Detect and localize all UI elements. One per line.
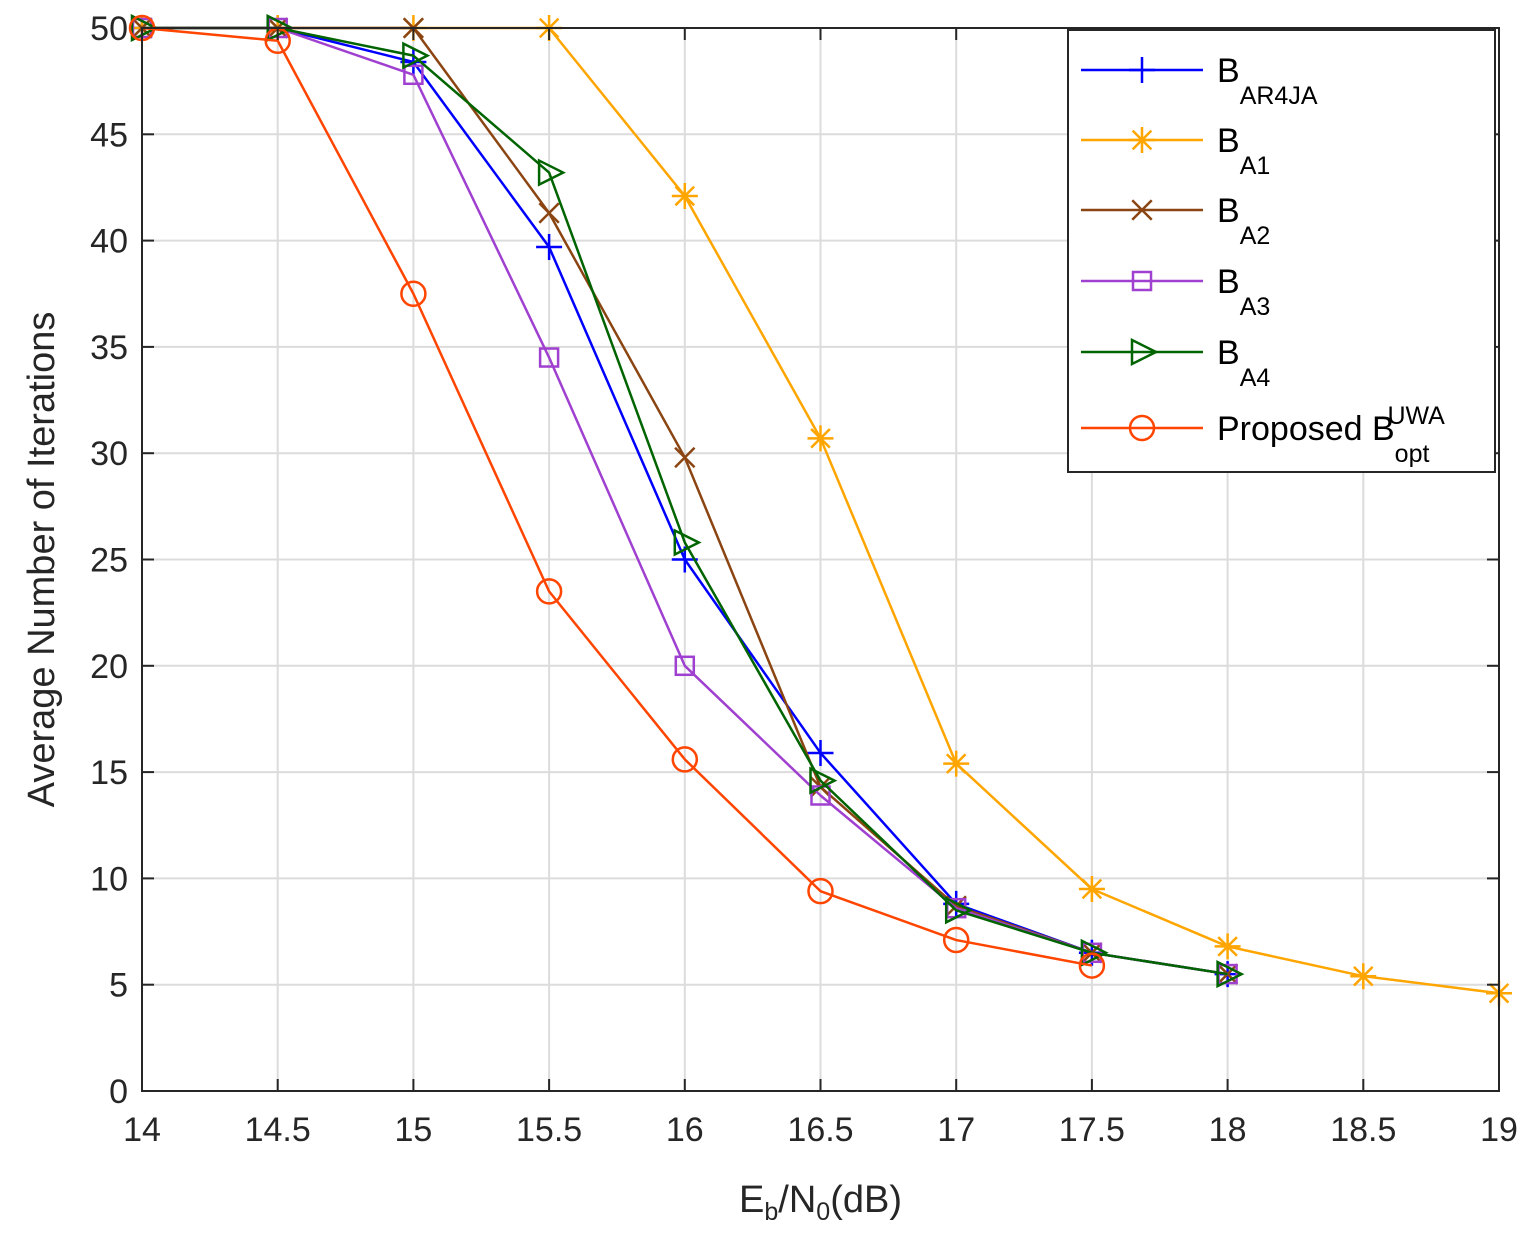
legend-item-5: BA4 (1081, 334, 1270, 392)
data-point (537, 158, 566, 187)
data-point (942, 926, 970, 954)
legend-item-4: BA3 (1081, 263, 1270, 321)
y-tick-label: 0 (109, 1073, 128, 1111)
series-line (141, 26, 1093, 967)
x-tick-label: 17 (937, 1111, 975, 1149)
legend-marker (1129, 127, 1155, 153)
data-point (538, 347, 560, 368)
data-point (536, 233, 563, 260)
y-tick-label: 25 (90, 542, 128, 580)
legend: BAR4JA BA1 BA2 BA3 BA4 Proposed BoptUWA (1067, 29, 1496, 473)
y-tick-label: 20 (90, 648, 128, 686)
y-tick-label: 50 (90, 10, 128, 48)
legend-item-2: BA1 (1081, 122, 1270, 180)
legend-item-1: BAR4JA (1081, 52, 1318, 110)
data-point (1078, 876, 1105, 903)
legend-label: BA4 (1217, 334, 1270, 392)
legend-label: BA2 (1217, 192, 1270, 250)
legend-marker (1129, 57, 1155, 83)
legend-marker (1130, 337, 1159, 367)
data-point (1078, 952, 1106, 979)
x-tick-label: 15.5 (516, 1111, 582, 1149)
data-point (400, 280, 427, 307)
y-tick-label: 45 (90, 116, 128, 154)
legend-marker (1128, 414, 1156, 442)
y-tick-label: 35 (90, 329, 128, 367)
x-tick-label: 16 (666, 1111, 704, 1149)
x-tick-label: 19 (1480, 1111, 1518, 1149)
data-point (943, 750, 970, 777)
legend-label: Proposed BoptUWA (1217, 402, 1445, 468)
x-tick-label: 18.5 (1330, 1111, 1396, 1149)
series-6 (128, 14, 1106, 979)
y-tick-label: 40 (90, 223, 128, 261)
legend-box (1067, 29, 1496, 473)
data-point (1216, 960, 1245, 989)
data-point (944, 896, 973, 925)
y-tick-label: 5 (109, 967, 128, 1005)
data-point (807, 739, 834, 766)
x-tick-label: 16.5 (787, 1111, 853, 1149)
series-5 (130, 13, 1245, 989)
x-tick-label: 18 (1209, 1111, 1247, 1149)
legend-marker (1131, 199, 1153, 221)
tick-layer: 14 14.5 15 15.5 16 16.5 17 17.5 18 18.5 19 0 5 10 15 20… (90, 10, 1518, 1149)
legend-label: BA1 (1217, 122, 1270, 180)
x-tick-label: 17.5 (1059, 1111, 1125, 1149)
data-point (403, 64, 424, 86)
x-tick-label: 14 (123, 1111, 161, 1149)
data-point (809, 766, 838, 795)
legend-item-6: Proposed BoptUWA (1081, 402, 1445, 468)
legend-marker (1131, 270, 1153, 292)
legend-label: BA3 (1217, 263, 1270, 321)
data-point (671, 746, 699, 773)
y-tick-label: 15 (90, 754, 128, 792)
data-point (1350, 963, 1377, 990)
data-point (807, 877, 834, 905)
data-point (671, 182, 698, 209)
y-axis-label: Average Number of Iterations (21, 312, 63, 808)
legend-label: BAR4JA (1217, 52, 1318, 110)
data-point (674, 655, 696, 677)
x-axis-label: Eb/N0(dB) (739, 1179, 902, 1226)
y-tick-label: 30 (90, 435, 128, 473)
data-point (674, 446, 696, 469)
x-tick-label: 15 (394, 1111, 432, 1149)
y-tick-label: 10 (90, 860, 128, 898)
data-point (807, 425, 834, 452)
data-point (402, 41, 431, 70)
data-point (1214, 933, 1241, 960)
data-point (673, 528, 702, 557)
data-point (1080, 938, 1109, 967)
legend-item-3: BA2 (1081, 192, 1270, 250)
data-point (538, 202, 560, 224)
series-line (142, 26, 1228, 976)
data-point (535, 578, 563, 605)
data-point (130, 13, 159, 43)
x-tick-label: 14.5 (245, 1111, 311, 1149)
